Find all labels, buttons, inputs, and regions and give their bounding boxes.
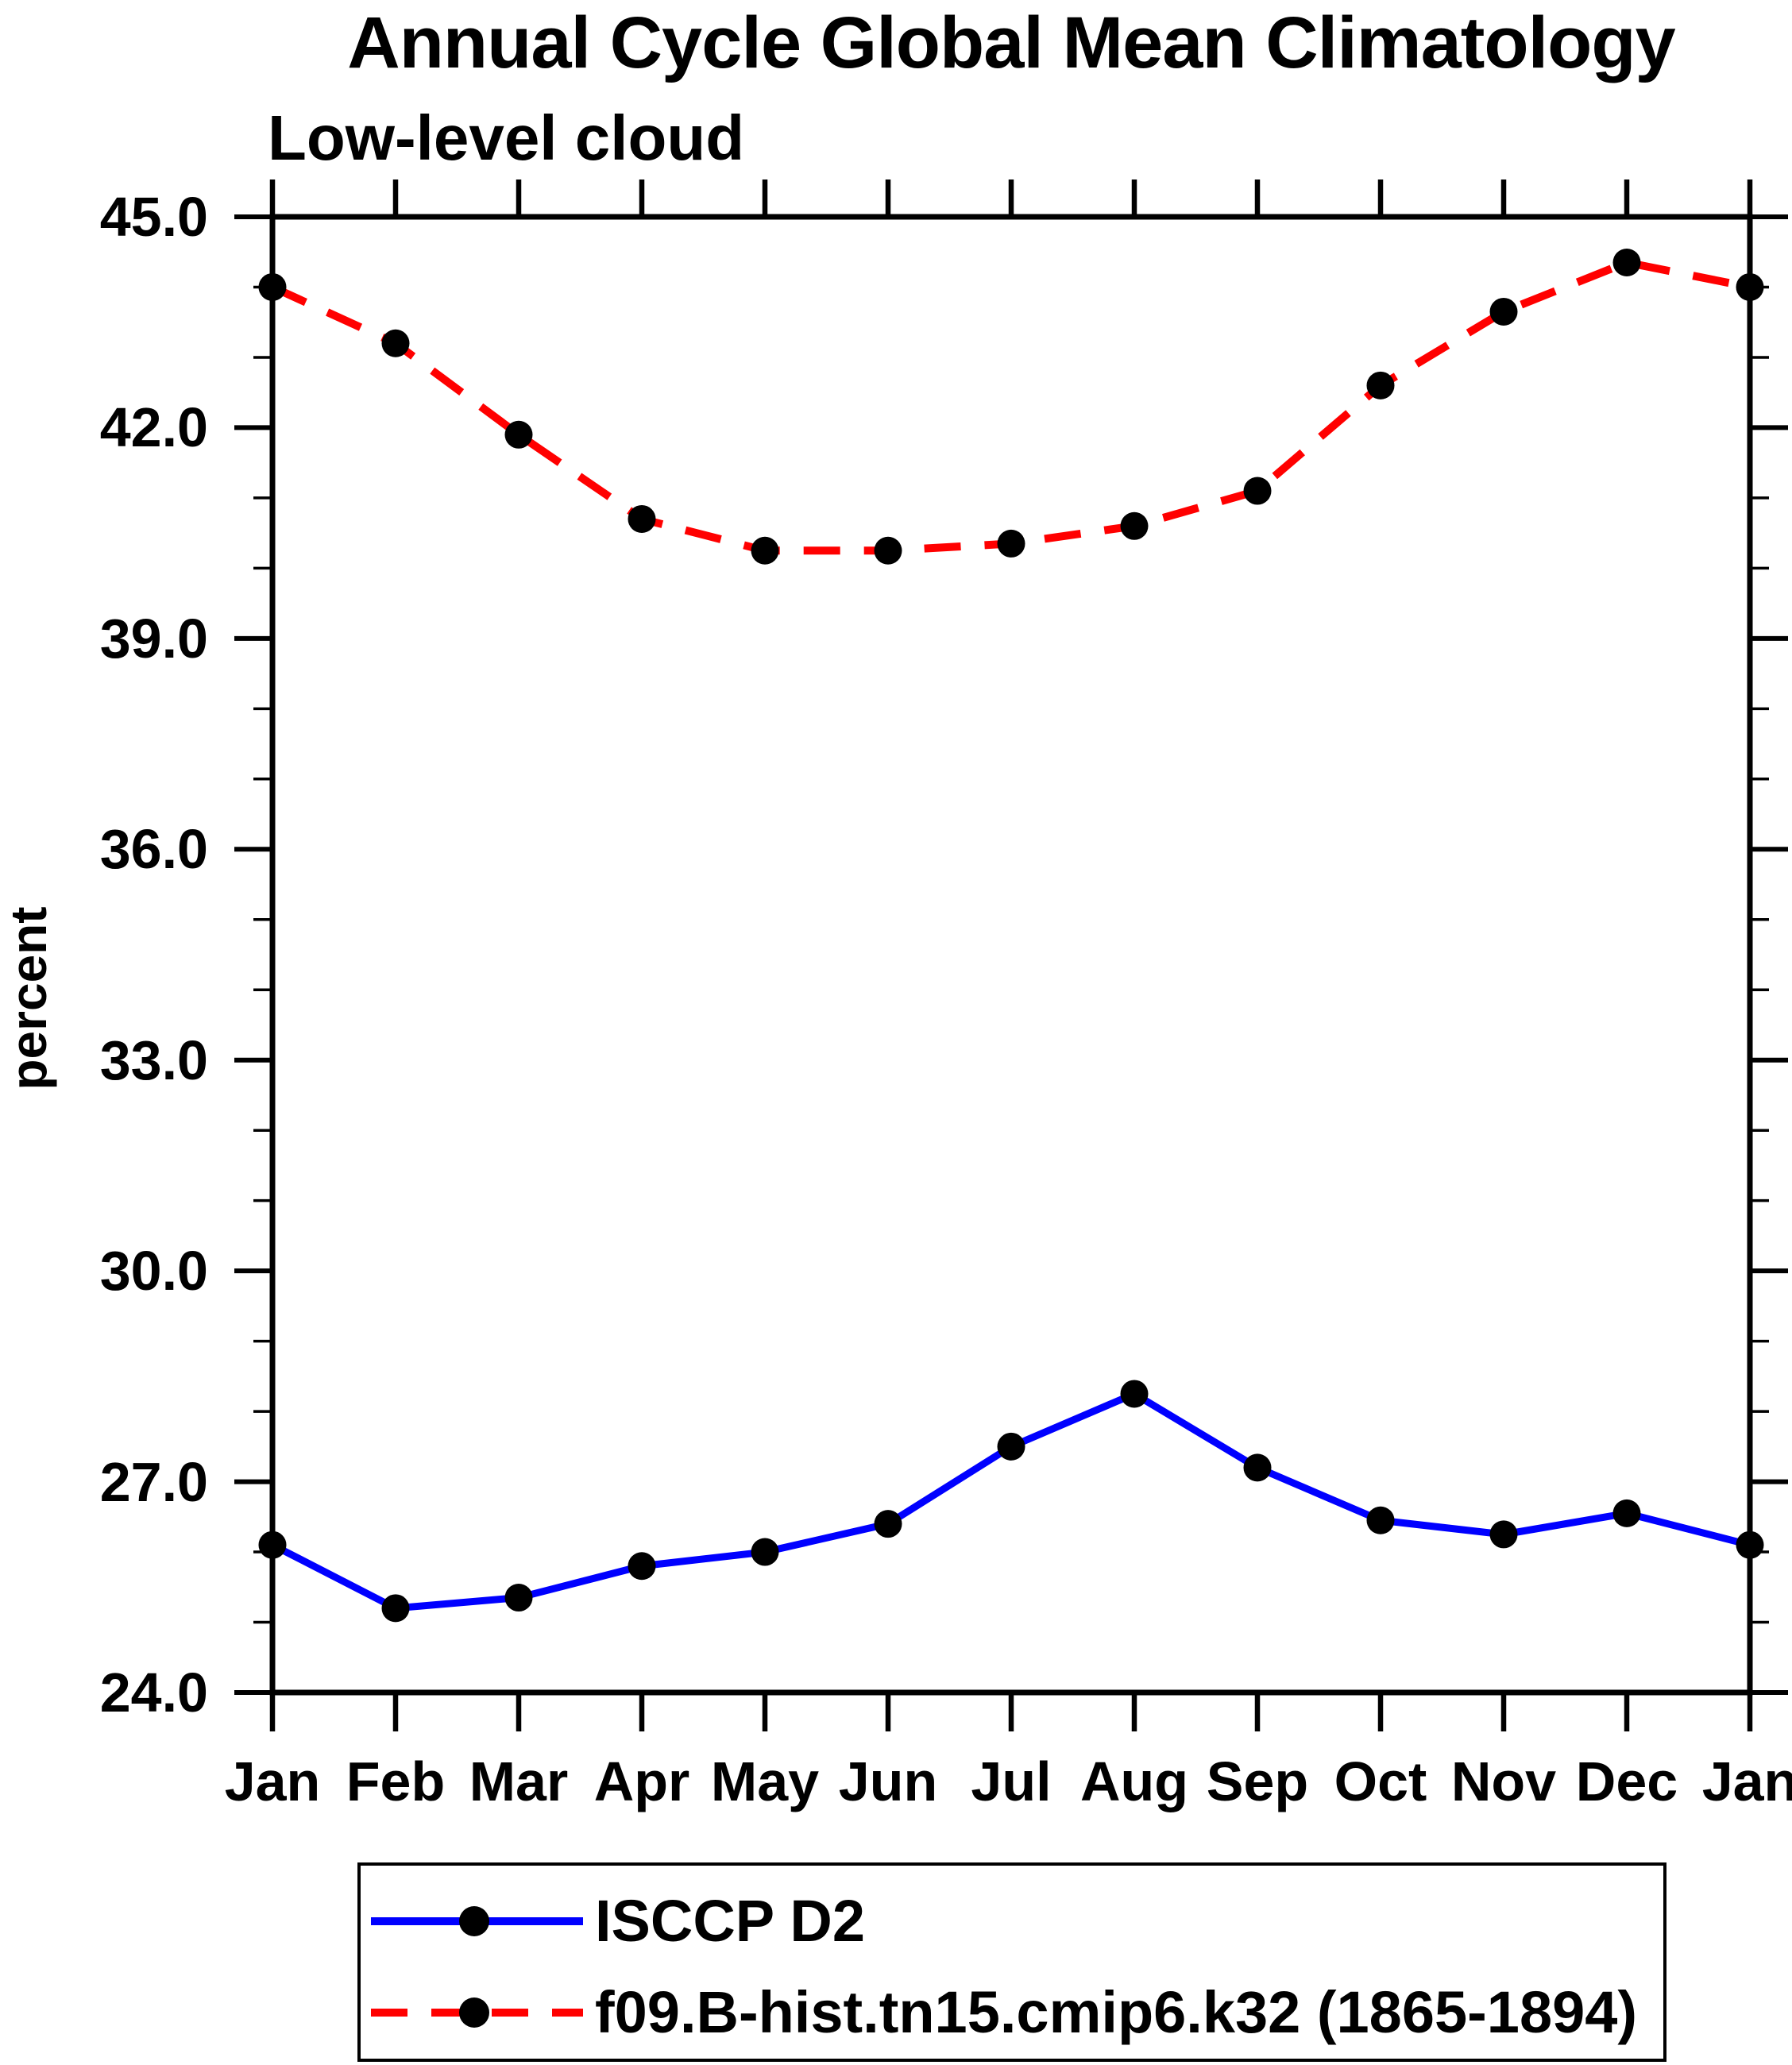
x-tick-label: Feb: [346, 1750, 446, 1812]
data-point-marker: [381, 329, 410, 357]
data-point-marker: [504, 420, 533, 449]
data-point-marker: [874, 1510, 902, 1538]
x-tick-label: Aug: [1079, 1750, 1189, 1812]
y-tick-label: 27.0: [99, 1450, 208, 1513]
data-point-marker: [997, 1432, 1025, 1461]
data-point-marker: [1366, 1506, 1395, 1534]
x-tick-label: Jan: [224, 1750, 321, 1812]
data-point-marker: [1612, 249, 1641, 277]
x-tick-label: Jul: [971, 1750, 1052, 1812]
x-tick-label: Nov: [1450, 1750, 1557, 1812]
legend-marker-dot-icon: [459, 1906, 489, 1936]
data-point-marker: [1243, 477, 1272, 505]
y-tick-label: 33.0: [99, 1029, 208, 1091]
x-tick-label: Apr: [593, 1750, 690, 1812]
y-tick-label: 30.0: [99, 1240, 208, 1303]
y-tick-label: 24.0: [99, 1662, 208, 1723]
chart-subtitle: Low-level cloud: [268, 102, 745, 173]
data-point-marker: [1489, 297, 1518, 326]
x-tick-label: May: [710, 1750, 820, 1812]
x-tick-label: Dec: [1575, 1750, 1678, 1812]
series-line-1: [270, 258, 1751, 555]
data-point-marker: [628, 504, 656, 533]
x-tick-label: Jun: [838, 1750, 938, 1812]
chart-title: Annual Cycle Global Mean Climatology: [347, 2, 1675, 83]
data-point-marker: [751, 536, 779, 565]
data-point-marker: [751, 1538, 779, 1566]
data-point-marker: [874, 536, 902, 565]
x-tick-label: Jan: [1701, 1750, 1792, 1812]
data-point-marker: [1489, 1520, 1518, 1549]
data-point-marker: [381, 1594, 410, 1623]
y-tick-label: 42.0: [99, 396, 208, 459]
data-point-marker: [504, 1584, 533, 1612]
x-tick-label: Sep: [1206, 1750, 1309, 1812]
data-point-marker: [997, 529, 1025, 558]
data-point-marker: [1366, 371, 1395, 399]
legend-label: ISCCP D2: [595, 1888, 865, 1954]
y-tick-label: 39.0: [99, 607, 208, 670]
data-point-marker: [1243, 1453, 1272, 1482]
x-tick-label: Mar: [469, 1750, 569, 1812]
data-point-marker: [1612, 1499, 1641, 1527]
y-tick-label: 45.0: [99, 186, 208, 248]
data-point-marker: [1120, 1380, 1149, 1408]
y-tick-label: 36.0: [99, 818, 208, 881]
legend-label: f09.B-hist.tn15.cmip6.k32 (1865-1894): [595, 1979, 1638, 2045]
legend-marker-dot-icon: [459, 1997, 489, 2028]
legend: ISCCP D2 f09.B-hist.tn15.cmip6.k32 (1865…: [357, 1862, 1666, 2062]
x-tick-label: Oct: [1334, 1750, 1427, 1812]
plot-frame: [269, 214, 1753, 1696]
data-point-marker: [1120, 511, 1149, 540]
data-point-marker: [628, 1552, 656, 1581]
series-line-0: [270, 1389, 1751, 1612]
